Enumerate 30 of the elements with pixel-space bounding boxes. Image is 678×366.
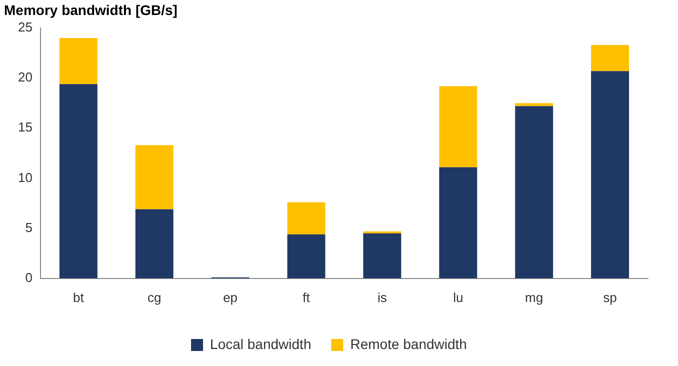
y-tick-label: 25 <box>18 20 32 35</box>
x-tick-label: bt <box>73 290 84 305</box>
bar <box>591 45 630 72</box>
x-tick-label: ft <box>302 290 310 305</box>
bar <box>591 71 630 278</box>
legend-label: Remote bandwidth <box>350 336 467 352</box>
x-tick-label: ep <box>223 290 238 305</box>
x-tick-label: lu <box>453 290 464 305</box>
x-tick-label: mg <box>525 290 544 305</box>
y-tick-label: 10 <box>18 170 32 185</box>
bar <box>515 106 554 278</box>
x-tick-label: sp <box>603 290 617 305</box>
bar <box>135 145 174 210</box>
x-tick-label: cg <box>148 290 162 305</box>
bar <box>287 234 326 278</box>
bar <box>439 167 478 278</box>
x-tick-label: is <box>378 290 388 305</box>
bar <box>135 209 174 278</box>
y-tick-label: 0 <box>25 270 32 285</box>
bar <box>59 38 98 84</box>
chart-title: Memory bandwidth [GB/s] <box>4 2 178 18</box>
bar <box>515 103 554 106</box>
bar <box>59 84 98 278</box>
bar <box>363 233 402 278</box>
y-tick-label: 15 <box>18 120 32 135</box>
legend-label: Local bandwidth <box>210 336 312 352</box>
y-tick-label: 20 <box>18 70 32 85</box>
bar <box>439 86 478 168</box>
bar <box>287 202 326 234</box>
y-tick-label: 5 <box>25 220 32 235</box>
